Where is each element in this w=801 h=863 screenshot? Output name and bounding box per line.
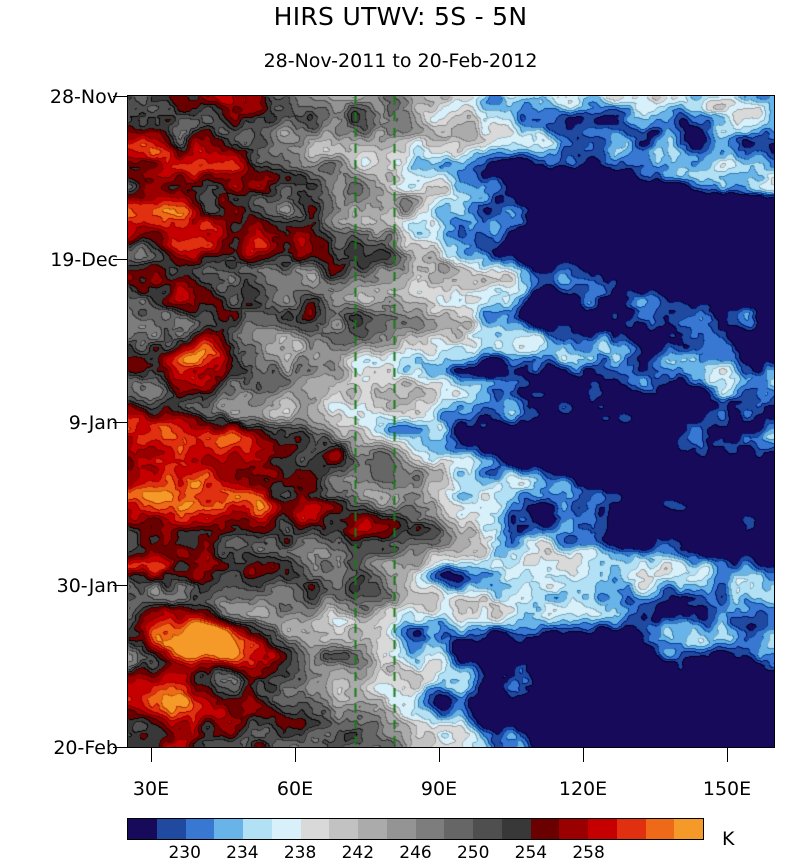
colorbar-swatch-1 <box>156 819 186 839</box>
y-label-2: 9-Jan <box>68 412 118 434</box>
y-tick-0 <box>113 96 127 97</box>
colorbar-swatch-13 <box>501 819 531 839</box>
colorbar-swatch-14 <box>530 819 560 839</box>
colorbar-swatch-6 <box>300 819 330 839</box>
colorbar-label-1: 234 <box>226 843 259 863</box>
colorbar-swatch-10 <box>415 819 445 839</box>
colorbar-swatch-16 <box>588 819 617 839</box>
hovmoller-plot <box>127 95 775 748</box>
colorbar-swatch-17 <box>616 819 646 839</box>
y-tick-4 <box>113 747 127 748</box>
colorbar-swatch-18 <box>645 819 675 839</box>
x-label-3: 120E <box>558 778 608 800</box>
y-label-4: 20-Feb <box>53 737 118 759</box>
colorbar-swatch-15 <box>559 819 588 839</box>
heatmap-canvas <box>128 96 774 747</box>
colorbar-swatch-7 <box>329 819 358 839</box>
y-label-0: 28-Nov <box>49 86 118 108</box>
colorbar-swatch-19 <box>674 819 703 839</box>
colorbar <box>127 818 704 840</box>
colorbar-label-3: 242 <box>341 843 375 863</box>
x-label-0: 30E <box>132 778 170 800</box>
colorbar-swatch-9 <box>386 819 416 839</box>
y-label-1: 19-Dec <box>50 249 118 271</box>
colorbar-swatch-4 <box>243 819 272 839</box>
colorbar-label-7: 258 <box>572 843 605 863</box>
colorbar-swatch-3 <box>214 819 243 839</box>
page-title: HIRS UTWV: 5S - 5N <box>273 2 528 31</box>
x-tick-4 <box>727 748 728 762</box>
x-tick-1 <box>295 748 296 762</box>
colorbar-label-0: 230 <box>168 843 201 863</box>
colorbar-swatch-2 <box>185 819 215 839</box>
colorbar-swatch-12 <box>473 819 502 839</box>
chart-subtitle: 28-Nov-2011 to 20-Feb-2012 <box>263 50 538 72</box>
colorbar-label-6: 254 <box>514 843 548 863</box>
x-label-2: 90E <box>420 778 458 800</box>
x-tick-2 <box>439 748 440 762</box>
colorbar-label-4: 246 <box>399 843 432 863</box>
x-tick-0 <box>151 748 152 762</box>
x-label-1: 60E <box>276 778 314 800</box>
colorbar-unit-label: K <box>722 828 735 850</box>
y-tick-1 <box>113 259 127 260</box>
colorbar-label-2: 238 <box>283 843 317 863</box>
x-tick-3 <box>583 748 584 762</box>
colorbar-swatch-0 <box>128 819 157 839</box>
colorbar-swatch-11 <box>444 819 473 839</box>
x-label-4: 150E <box>702 778 752 800</box>
colorbar-swatch-5 <box>271 819 301 839</box>
colorbar-label-5: 250 <box>456 843 490 863</box>
y-label-3: 30-Jan <box>56 575 118 597</box>
colorbar-swatch-8 <box>358 819 387 839</box>
y-tick-2 <box>113 422 127 423</box>
y-tick-3 <box>113 585 127 586</box>
